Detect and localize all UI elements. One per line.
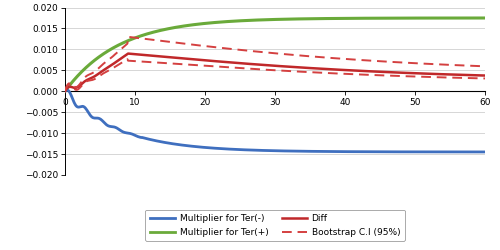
Legend: Multiplier for Ter(-), Multiplier for Ter(+), Diff, Bootstrap C.I (95%): Multiplier for Ter(-), Multiplier for Te… bbox=[145, 210, 405, 241]
